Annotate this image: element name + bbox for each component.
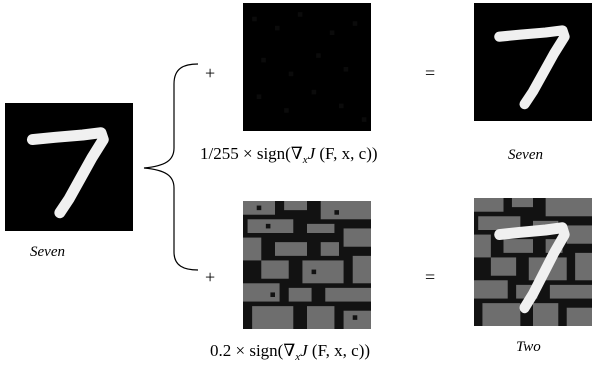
faint-noise-icon — [243, 3, 371, 131]
original-caption: Seven — [30, 244, 65, 260]
result-image-2 — [474, 198, 592, 326]
plus-operator-2: + — [205, 267, 216, 287]
perturbation-image-1 — [243, 3, 371, 131]
formula-2: 0.2 × sign(∇xJ (F, x, c)) — [210, 341, 371, 363]
curly-brace-icon — [143, 63, 199, 271]
noisy-digit-icon — [474, 198, 592, 326]
result-caption-1: Seven — [508, 147, 543, 163]
strong-noise-icon — [243, 201, 371, 329]
equals-operator-2: = — [425, 267, 436, 287]
formula-1: 1/255 × sign(∇xJ (F, x, c)) — [200, 144, 378, 166]
digit-seven-icon — [5, 103, 133, 231]
original-digit-image — [5, 103, 133, 231]
result-caption-2: Two — [516, 339, 541, 355]
digit-seven-icon — [474, 3, 592, 121]
perturbation-image-2 — [243, 201, 371, 329]
equals-operator-1: = — [425, 63, 436, 83]
result-image-1 — [474, 3, 592, 121]
plus-operator-1: + — [205, 63, 216, 83]
